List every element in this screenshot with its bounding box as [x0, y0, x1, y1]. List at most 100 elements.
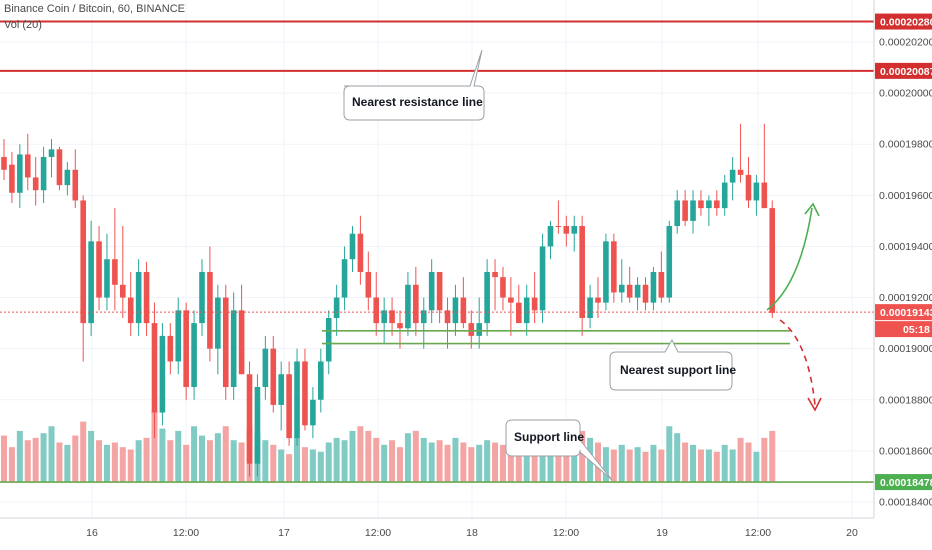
candle-body — [88, 241, 94, 324]
volume-bar — [492, 442, 499, 482]
volume-bar — [579, 430, 586, 482]
candle-body — [563, 226, 570, 234]
candle-body — [262, 348, 269, 387]
candle-body — [650, 272, 657, 303]
candle-body — [112, 259, 118, 285]
volume-bar — [40, 433, 47, 482]
volume-bar — [476, 444, 483, 482]
volume-bar — [32, 437, 39, 482]
volume-bar — [159, 428, 166, 482]
volume-bar — [697, 449, 704, 482]
bearish-arrow-head-icon — [807, 397, 822, 412]
candle-body — [127, 297, 134, 324]
volume-bar — [499, 444, 506, 482]
volume-bar — [24, 440, 31, 482]
candle-body — [318, 361, 324, 400]
candle-body — [230, 310, 237, 387]
candle-body — [191, 323, 197, 387]
candle-body — [634, 284, 641, 298]
callout-nearest-support-label: Nearest support line — [620, 363, 736, 377]
volume-bar — [523, 444, 530, 482]
volume-bar — [333, 437, 340, 482]
volume-bar — [539, 437, 546, 482]
price-tick-label: 0.00019200 — [879, 292, 932, 304]
candle-body — [143, 272, 150, 324]
bullish-arrow-head-icon — [804, 202, 820, 217]
candle-body — [484, 272, 490, 324]
volume-bar — [325, 442, 332, 482]
symbol-title: Binance Coin / Bitcoin, 60, BINANCE — [4, 3, 185, 15]
horizontal-lines[interactable] — [0, 20, 874, 483]
volume-bar — [151, 410, 158, 482]
volume-bar — [563, 447, 570, 482]
volume-bar — [555, 444, 562, 482]
candle-body — [745, 174, 752, 201]
volume-bar — [230, 440, 237, 482]
volume-bar — [484, 440, 491, 482]
price-axis[interactable]: 0.00020200 0.00020000 0.00019800 0.00019600… — [873, 0, 932, 525]
candle-body — [373, 297, 380, 324]
callout-nearest-resistance[interactable]: Nearest resistance line — [343, 49, 485, 121]
price-tag-label: 05:18 — [903, 324, 930, 336]
candle-body — [428, 272, 435, 311]
volume-indicator-label[interactable]: Vol (20) — [4, 19, 42, 31]
volume-bar — [183, 444, 190, 482]
candle-body — [246, 374, 253, 464]
callout-support[interactable]: Support line — [505, 419, 613, 481]
callout-nearest-support[interactable]: Nearest support line — [609, 338, 736, 391]
volume-bar — [713, 451, 720, 482]
volume-bar — [48, 426, 55, 482]
volume-bar — [16, 430, 23, 482]
volume-bar — [436, 440, 443, 482]
volume-bar — [373, 437, 380, 482]
time-axis[interactable]: 16 12:00 17 12:00 18 12:00 19 12:00 20 — [0, 517, 932, 550]
candle-body — [444, 310, 451, 324]
candle-body — [302, 361, 308, 426]
time-tick-label: 12:00 — [173, 527, 199, 539]
bullish-projection-arrow[interactable] — [766, 207, 813, 311]
candle-body — [286, 374, 292, 439]
time-tick-label: 17 — [278, 527, 290, 539]
bearish-projection-arrow[interactable] — [779, 319, 816, 406]
price-tick-label: 0.00018800 — [879, 394, 932, 406]
candle-body — [9, 164, 15, 193]
volume-bar — [737, 437, 744, 482]
candle-body — [714, 200, 720, 209]
volume-bar — [222, 426, 229, 482]
candle-body — [523, 297, 530, 324]
candle-body — [215, 297, 221, 349]
candle-body — [199, 272, 205, 324]
candle-body — [325, 318, 332, 362]
volume-bar — [111, 442, 118, 482]
callout-support-label: Support line — [514, 430, 584, 444]
volume-bar — [88, 430, 95, 482]
time-tick-label: 16 — [86, 527, 98, 539]
price-tick-label: 0.00020000 — [879, 88, 932, 100]
volume-bar — [1, 435, 7, 482]
candle-body — [64, 169, 71, 186]
candle-body — [761, 182, 768, 209]
candle-body — [642, 284, 649, 303]
volume-bar — [745, 442, 752, 482]
volume-bar — [610, 449, 617, 482]
volume-bar — [634, 447, 641, 482]
volume-bar — [199, 435, 205, 482]
volume-bar — [705, 449, 712, 482]
volume-bar — [721, 444, 728, 482]
volume-bar — [103, 444, 110, 482]
volume-bar — [56, 442, 63, 482]
price-tick-label: 0.00019600 — [879, 190, 932, 202]
volume-bar — [444, 444, 451, 482]
candle-body — [381, 310, 387, 324]
volume-bar — [642, 451, 649, 482]
time-tick-label: 19 — [656, 527, 668, 539]
candle-body — [405, 284, 411, 329]
volume-bar — [618, 444, 625, 482]
price-tag — [875, 13, 932, 30]
candle-body — [737, 169, 744, 175]
candle-body — [436, 272, 443, 311]
candle-body — [579, 226, 585, 318]
candle-body — [365, 272, 372, 298]
volume-bar — [381, 444, 388, 482]
